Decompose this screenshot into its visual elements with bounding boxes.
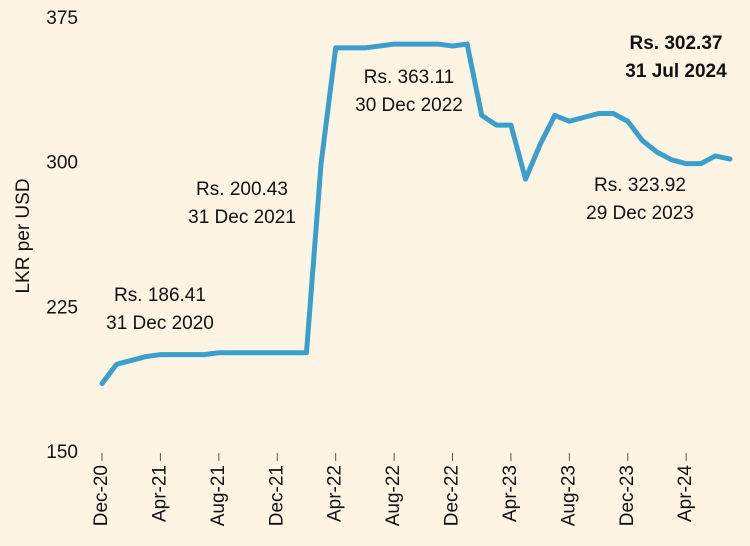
x-tick-label: Dec-23 <box>617 465 638 526</box>
y-tick-label: 300 <box>46 153 78 174</box>
annotation: Rs. 186.41 <box>114 285 206 306</box>
annotation: 31 Dec 2021 <box>188 207 296 228</box>
x-tick-label: Aug-23 <box>558 465 579 526</box>
x-tick-label: Aug-22 <box>383 465 404 526</box>
annotation: Rs. 363.11 <box>364 67 454 88</box>
x-tick-label: Apr-22 <box>325 465 346 522</box>
x-tick-label: Dec-20 <box>91 465 112 526</box>
x-tick-label: Apr-21 <box>149 465 170 522</box>
annotation: 30 Dec 2022 <box>355 95 463 116</box>
x-tick-label: Aug-21 <box>208 465 229 526</box>
x-tick-label: Apr-23 <box>500 465 521 522</box>
annotation: 29 Dec 2023 <box>586 203 694 224</box>
annotation: 31 Dec 2020 <box>106 313 214 334</box>
x-tick-label: Dec-22 <box>442 465 463 526</box>
y-axis-label: LKR per USD <box>13 178 34 293</box>
annotation: Rs. 323.92 <box>594 175 686 196</box>
x-tick-label: Apr-24 <box>675 465 696 522</box>
data-line <box>99 41 733 387</box>
y-tick-label: 150 <box>46 442 78 463</box>
x-tick-label: Dec-21 <box>266 465 287 526</box>
annotation: Rs. 200.43 <box>196 179 288 200</box>
annotation: Rs. 302.37 <box>630 33 723 54</box>
annotation: 31 Jul 2024 <box>625 61 727 82</box>
y-tick-label: 375 <box>46 8 78 29</box>
y-tick-label: 225 <box>46 297 78 318</box>
